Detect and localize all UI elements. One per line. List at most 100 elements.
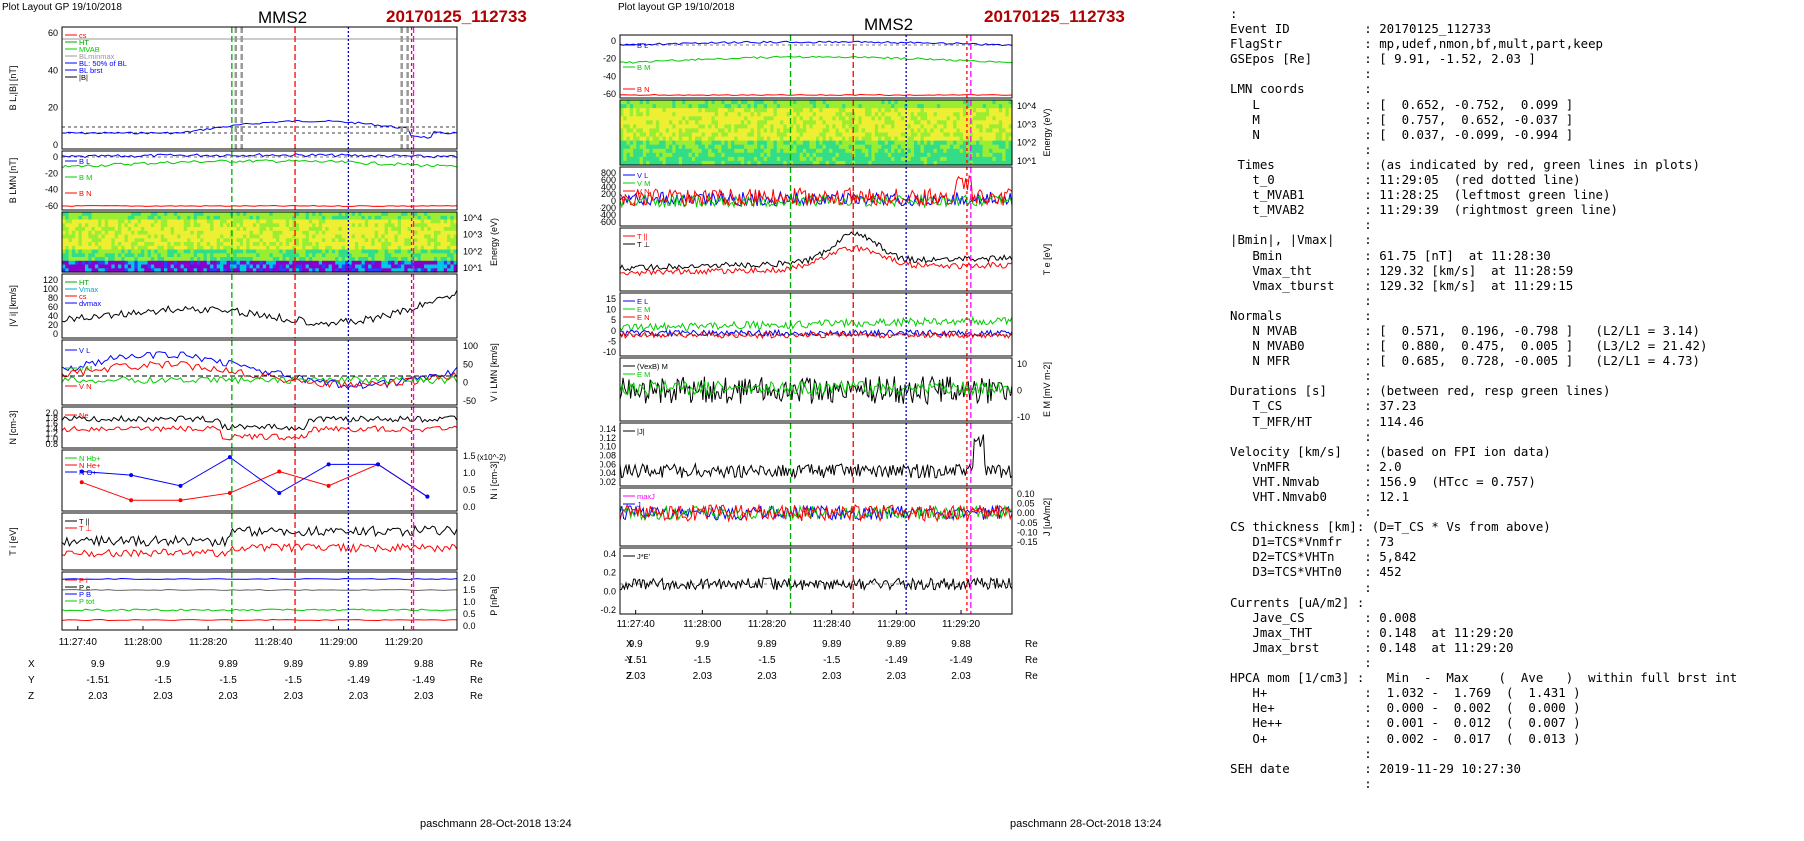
spectrogram-cell bbox=[881, 116, 886, 121]
spectrogram-cell bbox=[917, 132, 922, 138]
coord-value: 2.03 bbox=[88, 691, 108, 702]
spectrogram-cell bbox=[427, 245, 432, 251]
y-tick-label: -5 bbox=[608, 336, 616, 346]
spectrogram-cell bbox=[636, 148, 641, 154]
spectrogram-cell bbox=[108, 215, 112, 221]
spectrogram-cell bbox=[652, 160, 657, 166]
spectrogram-cell bbox=[780, 152, 784, 158]
spectrogram-cell bbox=[259, 234, 264, 239]
spectrogram-cell bbox=[124, 238, 129, 243]
spectrogram-cell bbox=[646, 136, 650, 142]
spectrogram-cell bbox=[946, 148, 951, 154]
spectrogram-cell bbox=[305, 260, 310, 266]
spectrogram-cell bbox=[94, 219, 99, 224]
spectrogram-cell bbox=[312, 215, 317, 221]
spectrogram-cell bbox=[842, 140, 846, 146]
spectrogram-cell bbox=[812, 128, 817, 134]
spectrogram-cell bbox=[434, 212, 438, 217]
spectrogram-cell bbox=[822, 160, 827, 166]
spectrogram-cell bbox=[341, 260, 346, 266]
spectrogram-cell bbox=[675, 100, 680, 105]
spectrogram-cell bbox=[842, 148, 846, 154]
spectrogram-cell bbox=[410, 257, 415, 262]
spectrogram-cell bbox=[799, 104, 804, 109]
spectrogram-cell bbox=[318, 264, 323, 269]
spectrogram-cell bbox=[259, 230, 264, 236]
spectrogram-cell bbox=[727, 128, 732, 134]
spectrogram-cell bbox=[187, 253, 191, 258]
spectrogram-cell bbox=[101, 238, 106, 243]
spectrogram-cell bbox=[816, 132, 820, 138]
spectrogram-cell bbox=[825, 152, 830, 158]
spectrogram-cell bbox=[131, 227, 135, 232]
spectrogram-cell bbox=[226, 264, 231, 269]
spectrogram-cell bbox=[111, 223, 116, 228]
spectrogram-cell bbox=[144, 253, 149, 258]
spectrogram-cell bbox=[361, 215, 366, 221]
spectrogram-cell bbox=[65, 242, 70, 247]
spectrogram-cell bbox=[331, 264, 336, 269]
spectrogram-cell bbox=[731, 120, 735, 125]
spectrogram-cell bbox=[989, 120, 993, 125]
spectrogram-cell bbox=[239, 253, 244, 258]
spectrogram-cell bbox=[302, 257, 307, 262]
spectrogram-cell bbox=[851, 132, 856, 138]
spectrogram-cell bbox=[675, 104, 680, 109]
spectrogram-cell bbox=[881, 124, 886, 130]
spectrogram-cell bbox=[904, 120, 909, 125]
spectrogram-cell bbox=[246, 219, 251, 224]
spectrogram-cell bbox=[636, 140, 641, 146]
spectrogram-cell bbox=[737, 144, 742, 150]
coord-value: 9.89 bbox=[218, 659, 238, 670]
spectrogram-cell bbox=[832, 148, 837, 154]
spectrogram-cell bbox=[71, 253, 76, 258]
spectrogram-cell bbox=[299, 242, 303, 247]
spectrogram-cell bbox=[633, 116, 637, 121]
spectrogram-cell bbox=[783, 120, 788, 125]
spectrogram-cell bbox=[714, 100, 719, 105]
spectrogram-cell bbox=[348, 260, 353, 266]
spectrogram-cell bbox=[134, 257, 139, 262]
spectrogram-cell bbox=[183, 212, 188, 217]
spectrogram-cell bbox=[734, 100, 739, 105]
no-trace bbox=[81, 456, 428, 498]
spectrogram-cell bbox=[252, 268, 257, 273]
spectrogram-cell bbox=[81, 230, 86, 236]
spectrogram-cell bbox=[780, 108, 784, 113]
spectrogram-cell bbox=[368, 260, 372, 266]
spectrogram-cell bbox=[243, 249, 247, 254]
spectrogram-cell bbox=[636, 152, 641, 158]
spectrogram-cell bbox=[407, 234, 412, 239]
y-tick-label: 0.5 bbox=[463, 485, 476, 495]
spectrogram-cell bbox=[282, 219, 287, 224]
spectrogram-cell bbox=[285, 230, 290, 236]
spectrogram-cell bbox=[434, 257, 438, 262]
spectrogram-cell bbox=[652, 152, 657, 158]
spectrogram-cell bbox=[197, 219, 201, 224]
spectrogram-cell bbox=[190, 234, 195, 239]
spectrogram-cell bbox=[897, 128, 902, 134]
spectrogram-cell bbox=[989, 108, 993, 113]
spectrogram-cell bbox=[868, 112, 873, 117]
spectrogram-cell bbox=[91, 230, 96, 236]
spectrogram-cell bbox=[949, 136, 954, 142]
spectrogram-cell bbox=[154, 238, 159, 243]
spectrogram-cell bbox=[276, 215, 280, 221]
spectrogram-cell bbox=[698, 128, 703, 134]
spectrogram-cell bbox=[907, 144, 912, 150]
spectrogram-cell bbox=[220, 223, 224, 228]
spectrogram-cell bbox=[874, 128, 879, 134]
spectrogram-cell bbox=[708, 104, 713, 109]
spectrogram-cell bbox=[65, 245, 70, 251]
y-axis-label: N i [cm-3] bbox=[489, 461, 499, 500]
spectrogram-cell bbox=[282, 249, 287, 254]
spectrogram-cell bbox=[62, 264, 66, 269]
spectrogram-cell bbox=[78, 253, 83, 258]
spectrogram-cell bbox=[845, 116, 850, 121]
spectrogram-cell bbox=[295, 227, 300, 232]
spectrogram-cell bbox=[345, 242, 349, 247]
spectrogram-cell bbox=[982, 104, 987, 109]
spectrogram-cell bbox=[98, 215, 103, 221]
spectrogram-cell bbox=[789, 152, 794, 158]
spectrogram-cell bbox=[410, 212, 415, 217]
